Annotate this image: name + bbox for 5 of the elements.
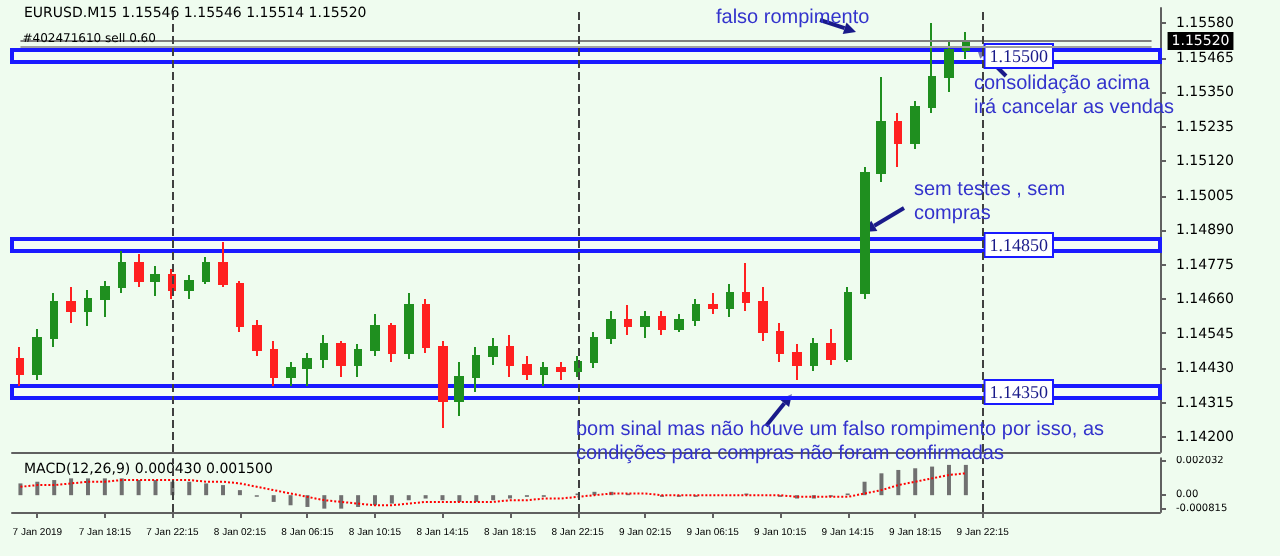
- band-label: 1.14850: [989, 235, 1049, 255]
- band-label: 1.14350: [989, 382, 1049, 402]
- annotation: falso rompimento: [716, 7, 871, 29]
- band-label: 1.15500: [989, 46, 1049, 66]
- annotation: sem testes , sem compras: [914, 179, 1071, 225]
